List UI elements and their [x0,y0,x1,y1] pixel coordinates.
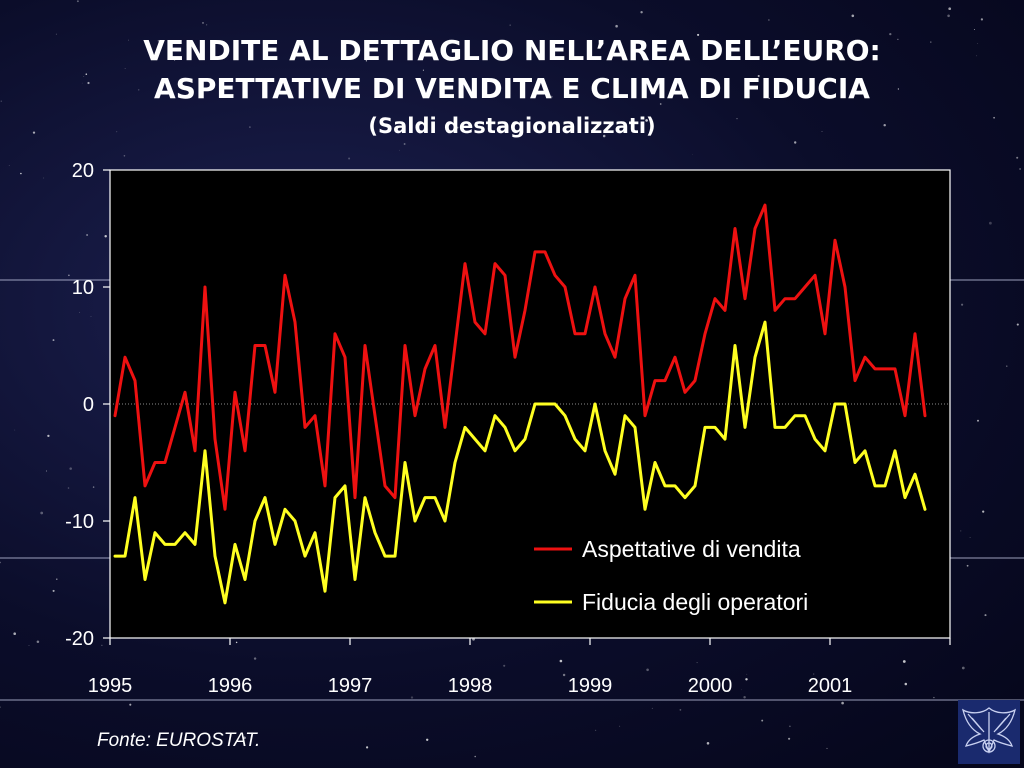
y-tick-label: -20 [65,628,94,650]
y-tick-label: 20 [72,160,94,182]
source-note: Fonte: EUROSTAT. [97,730,261,751]
y-tick-label: -10 [65,511,94,533]
x-tick-label: 1999 [568,675,613,697]
legend-label: Aspettative di vendita [582,536,801,562]
legend-label: Fiducia degli operatori [582,589,808,615]
chart-title: VENDITE AL DETTAGLIO NELL’AREA DELL’EURO… [0,32,1024,108]
y-tick-label: 0 [83,394,94,416]
x-tick-label: 1998 [448,675,493,697]
x-tick-label: 2001 [808,675,853,697]
x-tick-label: 1995 [88,675,133,697]
eagle-emblem-icon [958,700,1020,764]
x-tick-label: 1997 [328,675,373,697]
series-line-fiducia [113,320,927,605]
x-tick-label: 1996 [208,675,253,697]
chart-title-line2: ASPETTATIVE DI VENDITA E CLIMA DI FIDUCI… [154,72,870,105]
y-tick-label: 10 [72,277,94,299]
x-tick-label: 2000 [688,675,733,697]
chart-subtitle: (Saldi destagionalizzati) [368,114,656,138]
series-line-aspettative [113,203,927,511]
chart-title-line1: VENDITE AL DETTAGLIO NELL’AREA DELL’EURO… [143,34,881,67]
